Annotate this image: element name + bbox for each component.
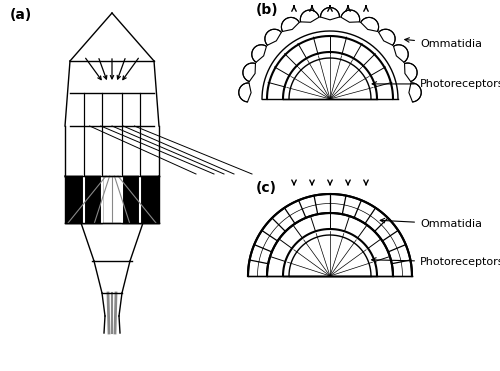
Polygon shape [404, 63, 417, 82]
Polygon shape [265, 29, 281, 45]
Polygon shape [252, 45, 266, 62]
Polygon shape [360, 17, 378, 32]
Text: Ommatidia: Ommatidia [405, 38, 482, 49]
Polygon shape [378, 29, 395, 45]
Polygon shape [320, 7, 340, 20]
Polygon shape [65, 176, 102, 223]
Polygon shape [394, 45, 408, 62]
Polygon shape [341, 10, 359, 22]
Text: Ommatidia: Ommatidia [380, 219, 482, 229]
Text: (a): (a) [10, 8, 32, 22]
Polygon shape [300, 10, 319, 22]
Polygon shape [122, 176, 159, 223]
Text: Photoreceptors: Photoreceptors [372, 79, 500, 89]
Text: Photoreceptors: Photoreceptors [372, 257, 500, 267]
Text: (c): (c) [256, 181, 277, 195]
Polygon shape [248, 194, 412, 276]
Text: (b): (b) [256, 3, 278, 17]
Polygon shape [282, 17, 300, 32]
Polygon shape [243, 63, 256, 82]
Polygon shape [239, 83, 251, 102]
Polygon shape [409, 83, 421, 102]
